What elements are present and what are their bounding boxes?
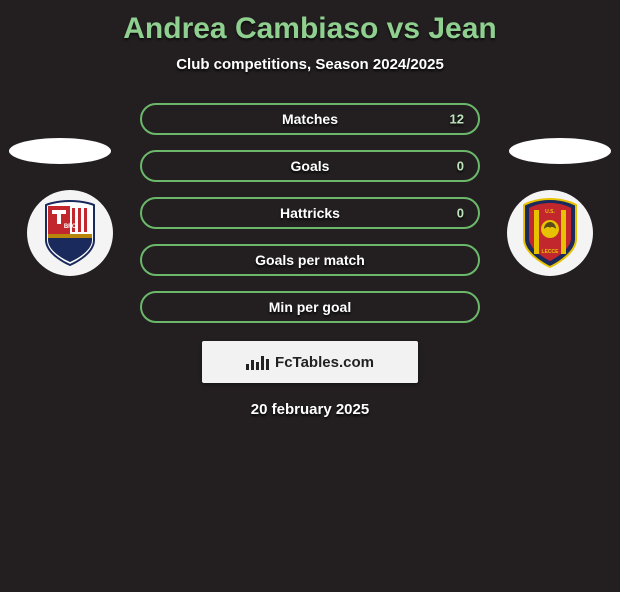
left-team-badge: BFC (27, 190, 113, 276)
stat-value: 12 (450, 112, 464, 127)
page-title: Andrea Cambiaso vs Jean (0, 12, 620, 46)
stat-label: Goals (291, 158, 330, 174)
stat-row-goals-per-match: Goals per match (140, 244, 480, 276)
stat-row-hattricks: Hattricks 0 (140, 197, 480, 229)
stat-label: Min per goal (269, 299, 351, 315)
svg-text:LECCE: LECCE (542, 249, 560, 255)
stat-value: 0 (457, 206, 464, 221)
stat-row-matches: Matches 12 (140, 103, 480, 135)
stat-label: Matches (282, 111, 338, 127)
chart-icon (246, 354, 269, 370)
date-label: 20 february 2025 (0, 401, 620, 418)
svg-text:U.S.: U.S. (545, 209, 555, 215)
lecce-crest-icon: U.S. LECCE (520, 197, 580, 269)
stat-row-min-per-goal: Min per goal (140, 291, 480, 323)
stats-list: Matches 12 Goals 0 Hattricks 0 Goals per… (140, 103, 480, 323)
stat-label: Goals per match (255, 252, 365, 268)
bologna-crest-icon: BFC (43, 200, 97, 266)
right-team-badge: U.S. LECCE (507, 190, 593, 276)
svg-text:BFC: BFC (64, 224, 77, 230)
stat-row-goals: Goals 0 (140, 150, 480, 182)
subtitle: Club competitions, Season 2024/2025 (0, 56, 620, 73)
stat-value: 0 (457, 159, 464, 174)
watermark-badge: FcTables.com (202, 341, 418, 383)
left-oval-decoration (9, 138, 111, 164)
watermark-text: FcTables.com (275, 354, 374, 371)
stat-label: Hattricks (280, 205, 340, 221)
right-oval-decoration (509, 138, 611, 164)
